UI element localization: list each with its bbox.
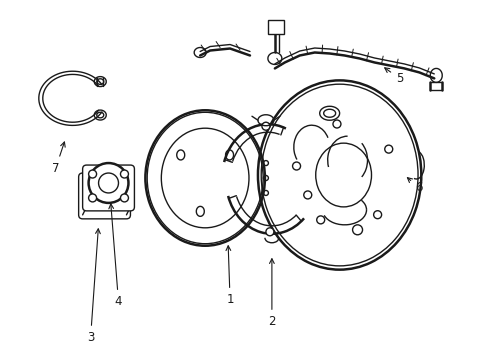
FancyBboxPatch shape	[267, 20, 283, 33]
Circle shape	[316, 216, 324, 224]
Circle shape	[120, 170, 128, 178]
Text: 1: 1	[225, 246, 233, 306]
Circle shape	[352, 225, 362, 235]
Circle shape	[88, 194, 96, 202]
Circle shape	[332, 120, 340, 128]
Circle shape	[99, 173, 118, 193]
Text: 5: 5	[384, 68, 402, 85]
Circle shape	[292, 162, 300, 170]
Circle shape	[373, 211, 381, 219]
Text: 2: 2	[267, 259, 275, 328]
Circle shape	[88, 163, 128, 203]
Circle shape	[262, 122, 269, 130]
Text: 6: 6	[407, 177, 422, 194]
Text: 4: 4	[109, 204, 122, 308]
Circle shape	[384, 145, 392, 153]
Circle shape	[263, 176, 268, 180]
Circle shape	[120, 194, 128, 202]
Circle shape	[263, 161, 268, 166]
Circle shape	[88, 170, 96, 178]
Circle shape	[263, 190, 268, 195]
Circle shape	[265, 228, 273, 236]
Circle shape	[303, 191, 311, 199]
FancyBboxPatch shape	[82, 165, 134, 211]
FancyBboxPatch shape	[79, 173, 130, 219]
Text: 3: 3	[87, 229, 100, 344]
Text: 7: 7	[52, 142, 65, 175]
